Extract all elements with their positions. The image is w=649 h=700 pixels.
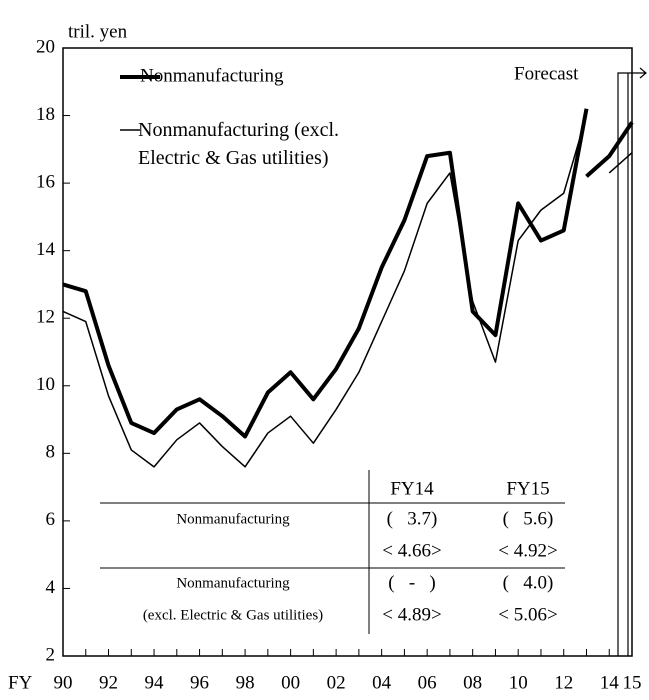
x-tick-label: 14 [600,672,620,693]
y-tick-label: 20 [36,36,55,57]
table-cell: ( 4.0) [503,572,554,593]
y-tick-label: 14 [36,239,56,260]
y-tick-label: 6 [46,509,56,530]
x-tick-label: 10 [509,672,528,693]
y-tick-label: 12 [36,307,55,328]
y-tick-label: 10 [36,374,55,395]
table-cell: ( 3.7) [387,508,438,529]
data-line [62,115,588,468]
table-header: FY15 [506,478,549,499]
table-row-sublabel: (excl. Electric & Gas utilities) [143,607,323,623]
table-cell: < 4.89> [382,604,441,625]
forecast-bracket [617,67,647,656]
annotation: Forecast [514,63,579,84]
data-line [585,121,634,178]
y-tick-label: 8 [46,442,56,463]
data-line [608,152,633,174]
y-tick-label: 2 [46,644,56,665]
x-tick-label: 02 [327,672,346,693]
table-cell: < 5.06> [498,604,557,625]
x-axis-label: FY [8,672,33,693]
legend-label: Nonmanufacturing (excl. Electric & Gas u… [138,119,340,169]
table-cell: < 4.92> [498,540,557,561]
x-tick-label: 08 [463,672,482,693]
x-tick-label: 06 [418,672,437,693]
legend-label-box: Nonmanufacturing (excl. Electric & Gas u… [138,119,340,169]
table-cell: ( 5.6) [503,508,554,529]
x-tick-label: 96 [190,672,209,693]
table-cell: ( - ) [388,572,435,593]
x-tick-label: 94 [145,672,165,693]
table-row-label: Nonmanufacturing [176,575,290,591]
x-tick-label: 04 [372,672,392,693]
y-tick-label: 18 [36,104,55,125]
x-tick-label: 90 [54,672,73,693]
plot-frame [62,47,633,657]
x-tick-label: 92 [99,672,118,693]
y-tick-label: 16 [36,171,55,192]
x-tick-label: 12 [554,672,573,693]
x-tick-label: 98 [236,672,255,693]
legend-label: Nonmanufacturing [140,65,284,86]
y-tick-label: 4 [46,577,56,598]
table-cell: < 4.66> [382,540,441,561]
data-line [62,108,589,439]
table-row-label: Nonmanufacturing [176,511,290,527]
table-header: FY14 [390,478,434,499]
y-axis-label: tril. yen [68,21,128,42]
x-tick-label: 15 [623,672,642,693]
x-tick-label: 00 [281,672,300,693]
